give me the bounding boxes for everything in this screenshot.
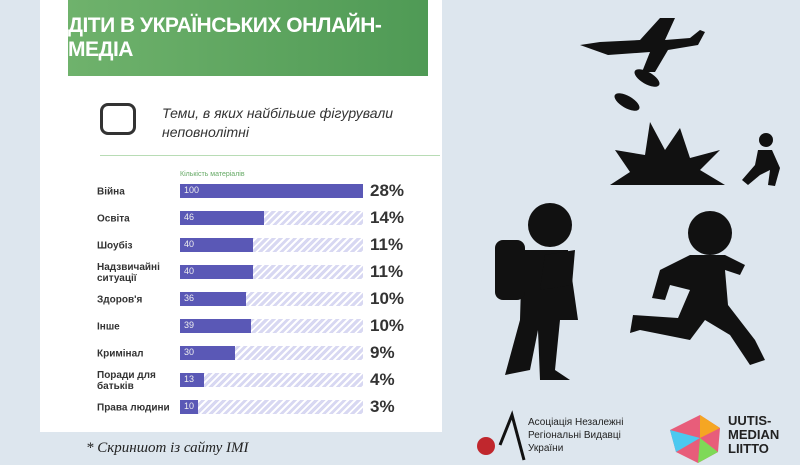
row: Поради для батьків 13 4% — [97, 367, 417, 394]
header: ДІТИ В УКРАЇНСЬКИХ ОНЛАЙН-МЕДІА — [68, 0, 428, 76]
value-label: 30 — [184, 347, 195, 357]
share-label: 4% — [370, 370, 395, 389]
row: Війна 100 28% — [97, 178, 417, 205]
bar: 39 — [180, 319, 252, 333]
row: Кримінал 30 9% — [97, 340, 417, 367]
separator — [100, 155, 440, 156]
bar: 30 — [180, 346, 235, 360]
bar-track: 39 — [180, 319, 363, 333]
chat-icon — [100, 103, 136, 135]
bar-track: 46 — [180, 211, 363, 225]
share-label: 10% — [370, 316, 405, 335]
bar-track: 10 — [180, 400, 363, 414]
category-label: Інше — [97, 321, 120, 332]
bar: 36 — [180, 292, 246, 306]
bar: 46 — [180, 211, 265, 225]
bar-track: 30 — [180, 346, 363, 360]
value-label: 46 — [184, 212, 195, 222]
bar: 40 — [180, 238, 254, 252]
chart-title: Теми, в яких найбільше фігурували неповн… — [162, 105, 393, 140]
category-label: Війна — [97, 186, 125, 197]
bar-track: 36 — [180, 292, 363, 306]
share-label: 11% — [370, 262, 404, 281]
logo-text: Асоціація Незалежні Регіональні Видавці … — [528, 417, 624, 454]
row: Здоров'я 36 10% — [97, 286, 417, 313]
value-label: 100 — [184, 185, 200, 195]
bar: 13 — [180, 373, 204, 387]
share-label: 9% — [370, 343, 395, 362]
row: Шоубіз 40 11% — [97, 232, 417, 259]
value-label: 39 — [184, 320, 195, 330]
share-label: 10% — [370, 289, 405, 308]
category-label: Здоров'я — [97, 294, 143, 305]
axis-label: Кількість матеріалів — [180, 171, 245, 178]
footnote: * Скриншот із сайту IMI — [86, 440, 249, 456]
bar: 40 — [180, 265, 254, 279]
row: Освіта 46 14% — [97, 205, 417, 232]
value-label: 13 — [184, 374, 195, 384]
category-label: Кримінал — [97, 348, 144, 359]
bar: 100 — [180, 184, 363, 198]
card: ДІТИ В УКРАЇНСЬКИХ ОНЛАЙН-МЕДІА Теми, в … — [40, 0, 442, 432]
share-label: 14% — [370, 208, 405, 227]
row: Надзвичайні ситуації 40 11% — [97, 259, 417, 286]
share-label: 28% — [370, 181, 405, 200]
category-label: Поради для батьків — [97, 369, 156, 392]
value-label: 10 — [184, 401, 195, 411]
value-label: 40 — [184, 266, 195, 276]
bar: 10 — [180, 400, 199, 414]
category-label: Надзвичайні ситуації — [97, 261, 160, 284]
row: Інше 39 10% — [97, 313, 417, 340]
value-label: 40 — [184, 239, 195, 249]
bar-track: 13 — [180, 373, 363, 387]
share-label: 11% — [370, 235, 404, 254]
category-label: Права людини — [97, 402, 170, 413]
share-label: 3% — [370, 397, 395, 416]
row: Права людини 10 3% — [97, 394, 417, 421]
logo-text: UUTIS-MEDIAN LIITTO — [728, 413, 780, 456]
value-label: 36 — [184, 293, 195, 303]
bar-track: 40 — [180, 265, 363, 279]
category-label: Шоубіз — [97, 240, 133, 251]
category-label: Освіта — [97, 213, 130, 224]
bar-track: 40 — [180, 238, 363, 252]
bar-track: 100 — [180, 184, 363, 198]
